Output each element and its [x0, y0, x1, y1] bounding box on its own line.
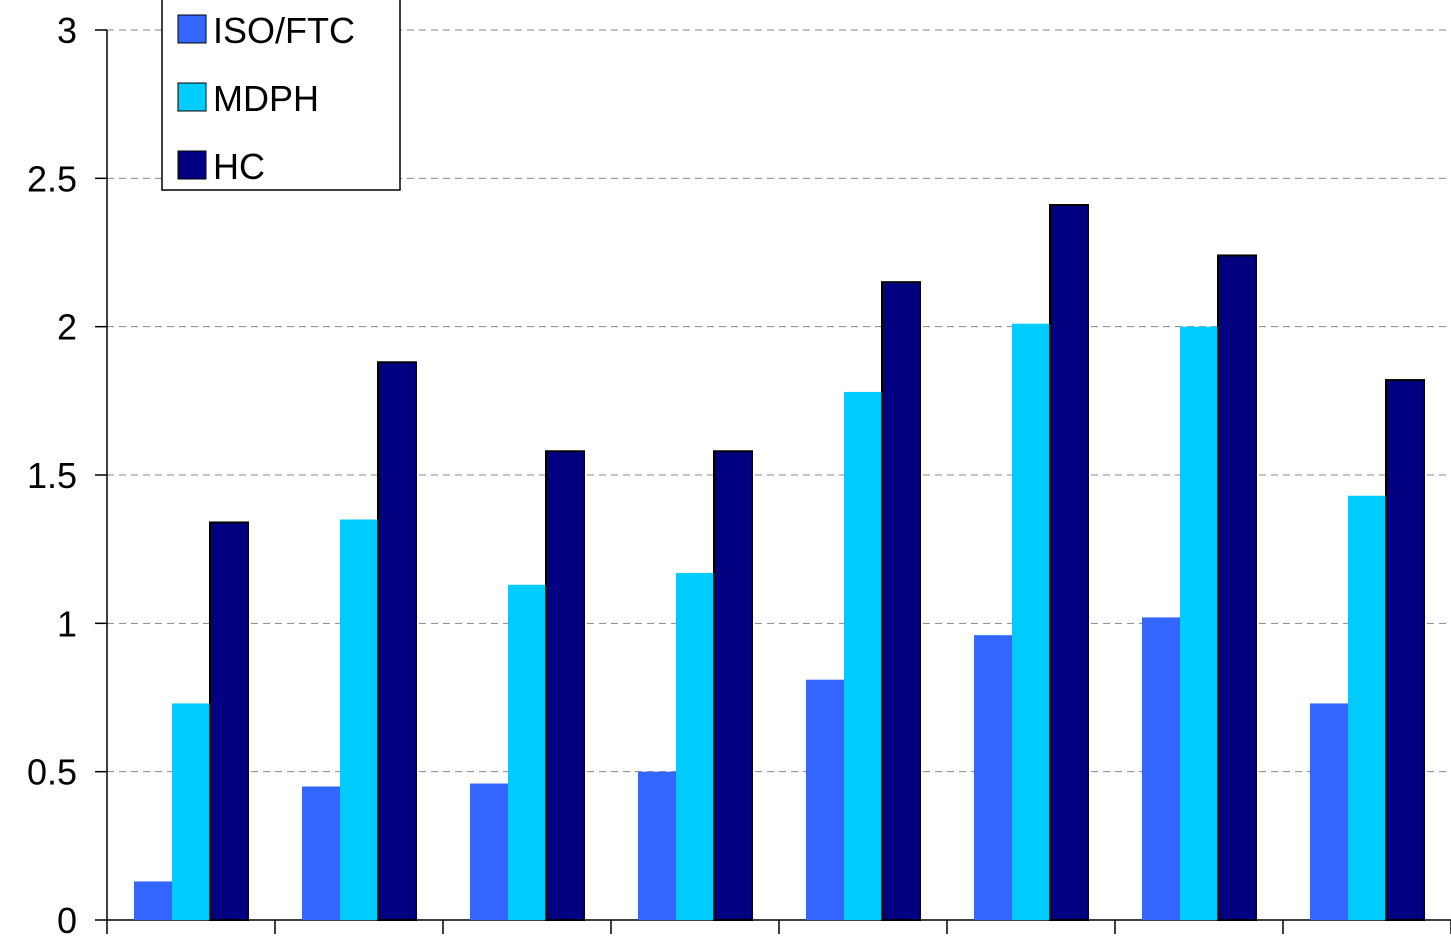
bar-hc	[377, 361, 417, 921]
bar-mdph	[172, 703, 210, 920]
legend-label: ISO/FTC	[213, 10, 355, 51]
bar-hc	[545, 450, 585, 921]
bar-hc	[1385, 379, 1425, 922]
y-tick-label: 2.5	[27, 158, 77, 199]
bar-mdph	[1348, 495, 1386, 920]
bar-mdph	[340, 519, 378, 920]
bar-iso-ftc	[974, 635, 1012, 920]
bar-iso-ftc	[638, 771, 676, 920]
legend-label: HC	[213, 146, 265, 187]
bar-hc	[1049, 204, 1089, 922]
legend-swatch	[177, 82, 207, 112]
bar-mdph	[1012, 323, 1050, 920]
legend-swatch	[177, 150, 207, 180]
legend-label: MDPH	[213, 78, 319, 119]
legend: ISO/FTC MDPH HC	[161, 0, 401, 191]
bar-mdph	[676, 572, 714, 920]
bar-mdph	[1180, 326, 1218, 921]
x-axis	[106, 919, 1451, 934]
bar-iso-ftc	[134, 881, 172, 920]
y-tick-label: 0	[57, 900, 77, 938]
y-tick-label: 1.5	[27, 455, 77, 496]
bar-iso-ftc	[470, 783, 508, 920]
bar-mdph	[844, 391, 882, 920]
y-axis: 0 0.5 1 1.5 2 2.5 3	[27, 10, 108, 938]
bar-iso-ftc	[1142, 617, 1180, 920]
bars	[134, 204, 1425, 922]
bar-iso-ftc	[302, 786, 340, 920]
y-tick-label: 1	[57, 603, 77, 644]
y-tick-label: 2	[57, 307, 77, 348]
bar-hc	[209, 521, 249, 921]
y-tick-label: 3	[57, 10, 77, 51]
bar-hc	[713, 450, 753, 921]
bar-mdph	[508, 584, 546, 920]
bar-hc	[1217, 254, 1257, 921]
bar-iso-ftc	[1310, 703, 1348, 920]
y-tick-label: 0.5	[27, 752, 77, 793]
bar-iso-ftc	[806, 679, 844, 920]
legend-swatch	[177, 14, 207, 44]
bar-hc	[881, 281, 921, 921]
